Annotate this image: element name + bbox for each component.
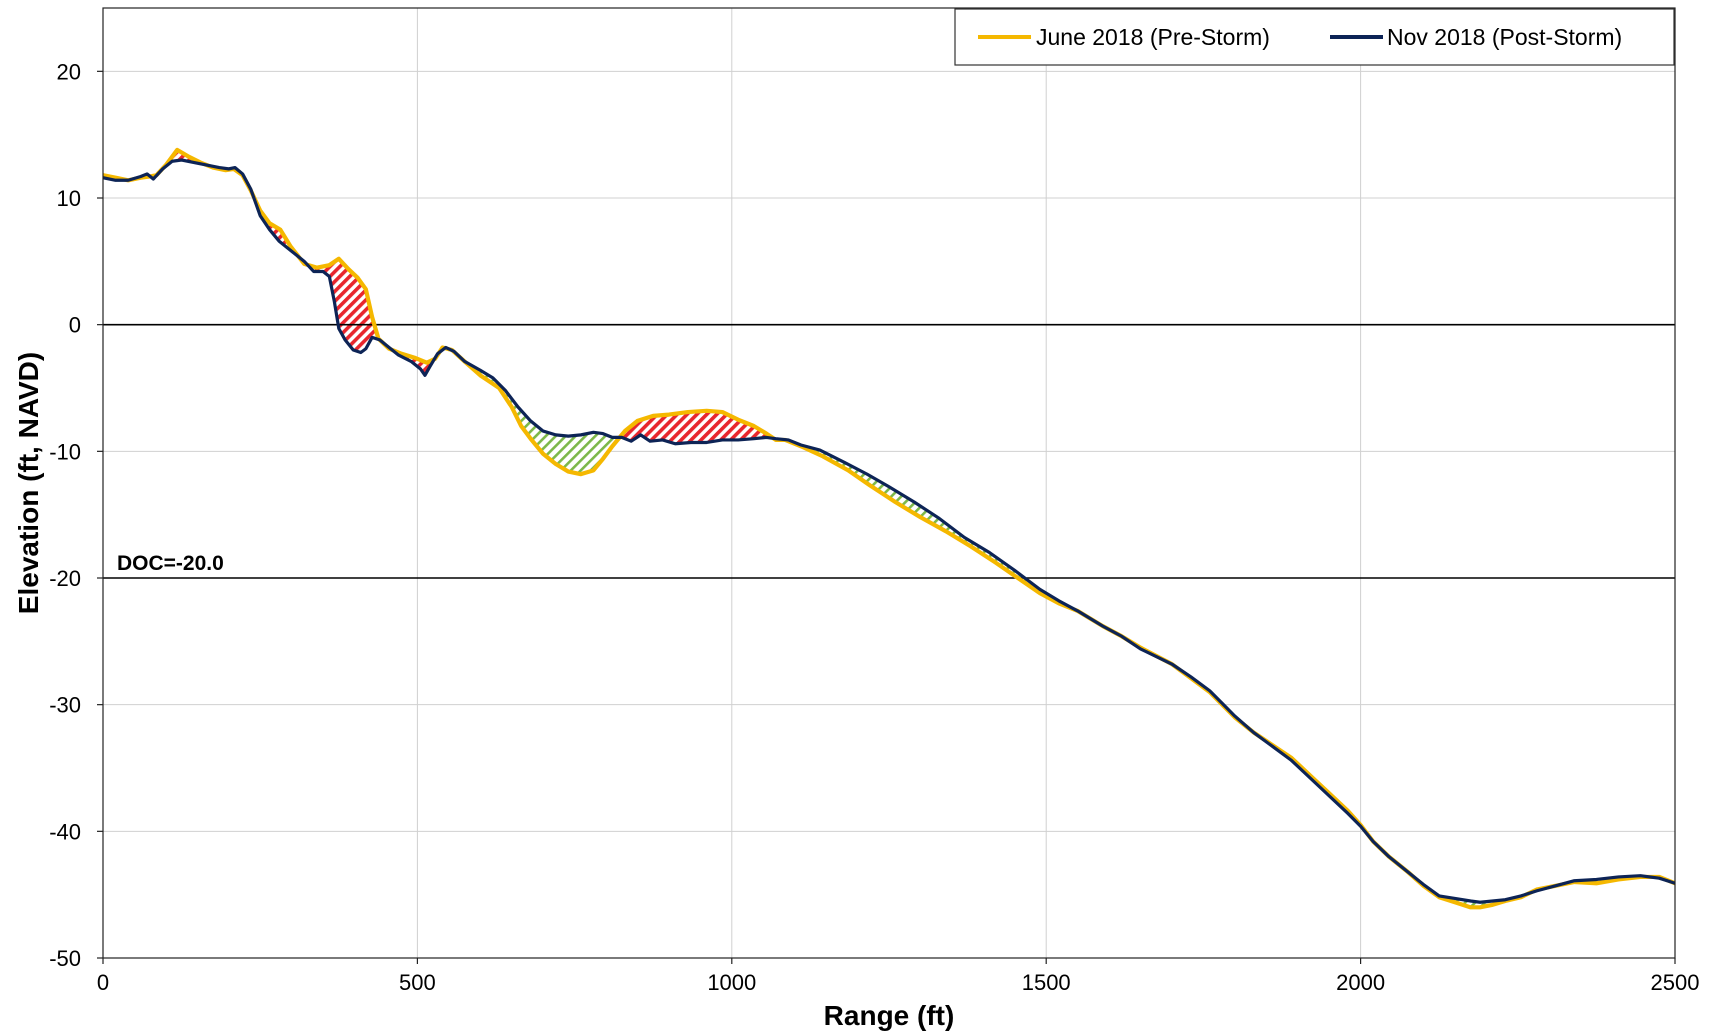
x-tick-label: 2500 [1651,970,1700,995]
legend: June 2018 (Pre-Storm) Nov 2018 (Post-Sto… [954,8,1675,66]
reference-lines: DOC=-20.0 [103,323,1675,579]
y-tick-label: -30 [49,693,81,718]
x-tick-label: 0 [97,970,109,995]
series-line-post-storm [103,158,1675,904]
x-tick-label: 1500 [1022,970,1071,995]
y-tick-label: 20 [57,59,81,84]
legend-box [954,8,1675,66]
x-tick-label: 2000 [1336,970,1385,995]
x-axis-title: Range (ft) [824,1000,955,1031]
y-tick-label: -10 [49,439,81,464]
y-tick-label: -50 [49,946,81,971]
tick-labels: 0 500 1000 1500 2000 2500 -50 -40 -30 -20 -10 0 10 20 [49,59,1699,995]
plot-frame [102,7,1676,959]
y-tick-label: -40 [49,819,81,844]
legend-label-pre-storm: June 2018 (Pre-Storm) [1036,24,1270,50]
x-tick-label: 500 [399,970,436,995]
x-tick-label: 1000 [707,970,756,995]
doc-label: DOC=-20.0 [117,552,224,575]
y-tick-label: 10 [57,186,81,211]
accretion-area [470,364,618,475]
series-lines [103,147,1675,910]
y-tick-label: 0 [69,313,81,338]
y-axis-title: Elevation (ft, NAVD) [13,352,44,614]
grid-lines [103,8,1675,958]
y-tick-label: -20 [49,566,81,591]
legend-label-post-storm: Nov 2018 (Post-Storm) [1387,24,1622,50]
